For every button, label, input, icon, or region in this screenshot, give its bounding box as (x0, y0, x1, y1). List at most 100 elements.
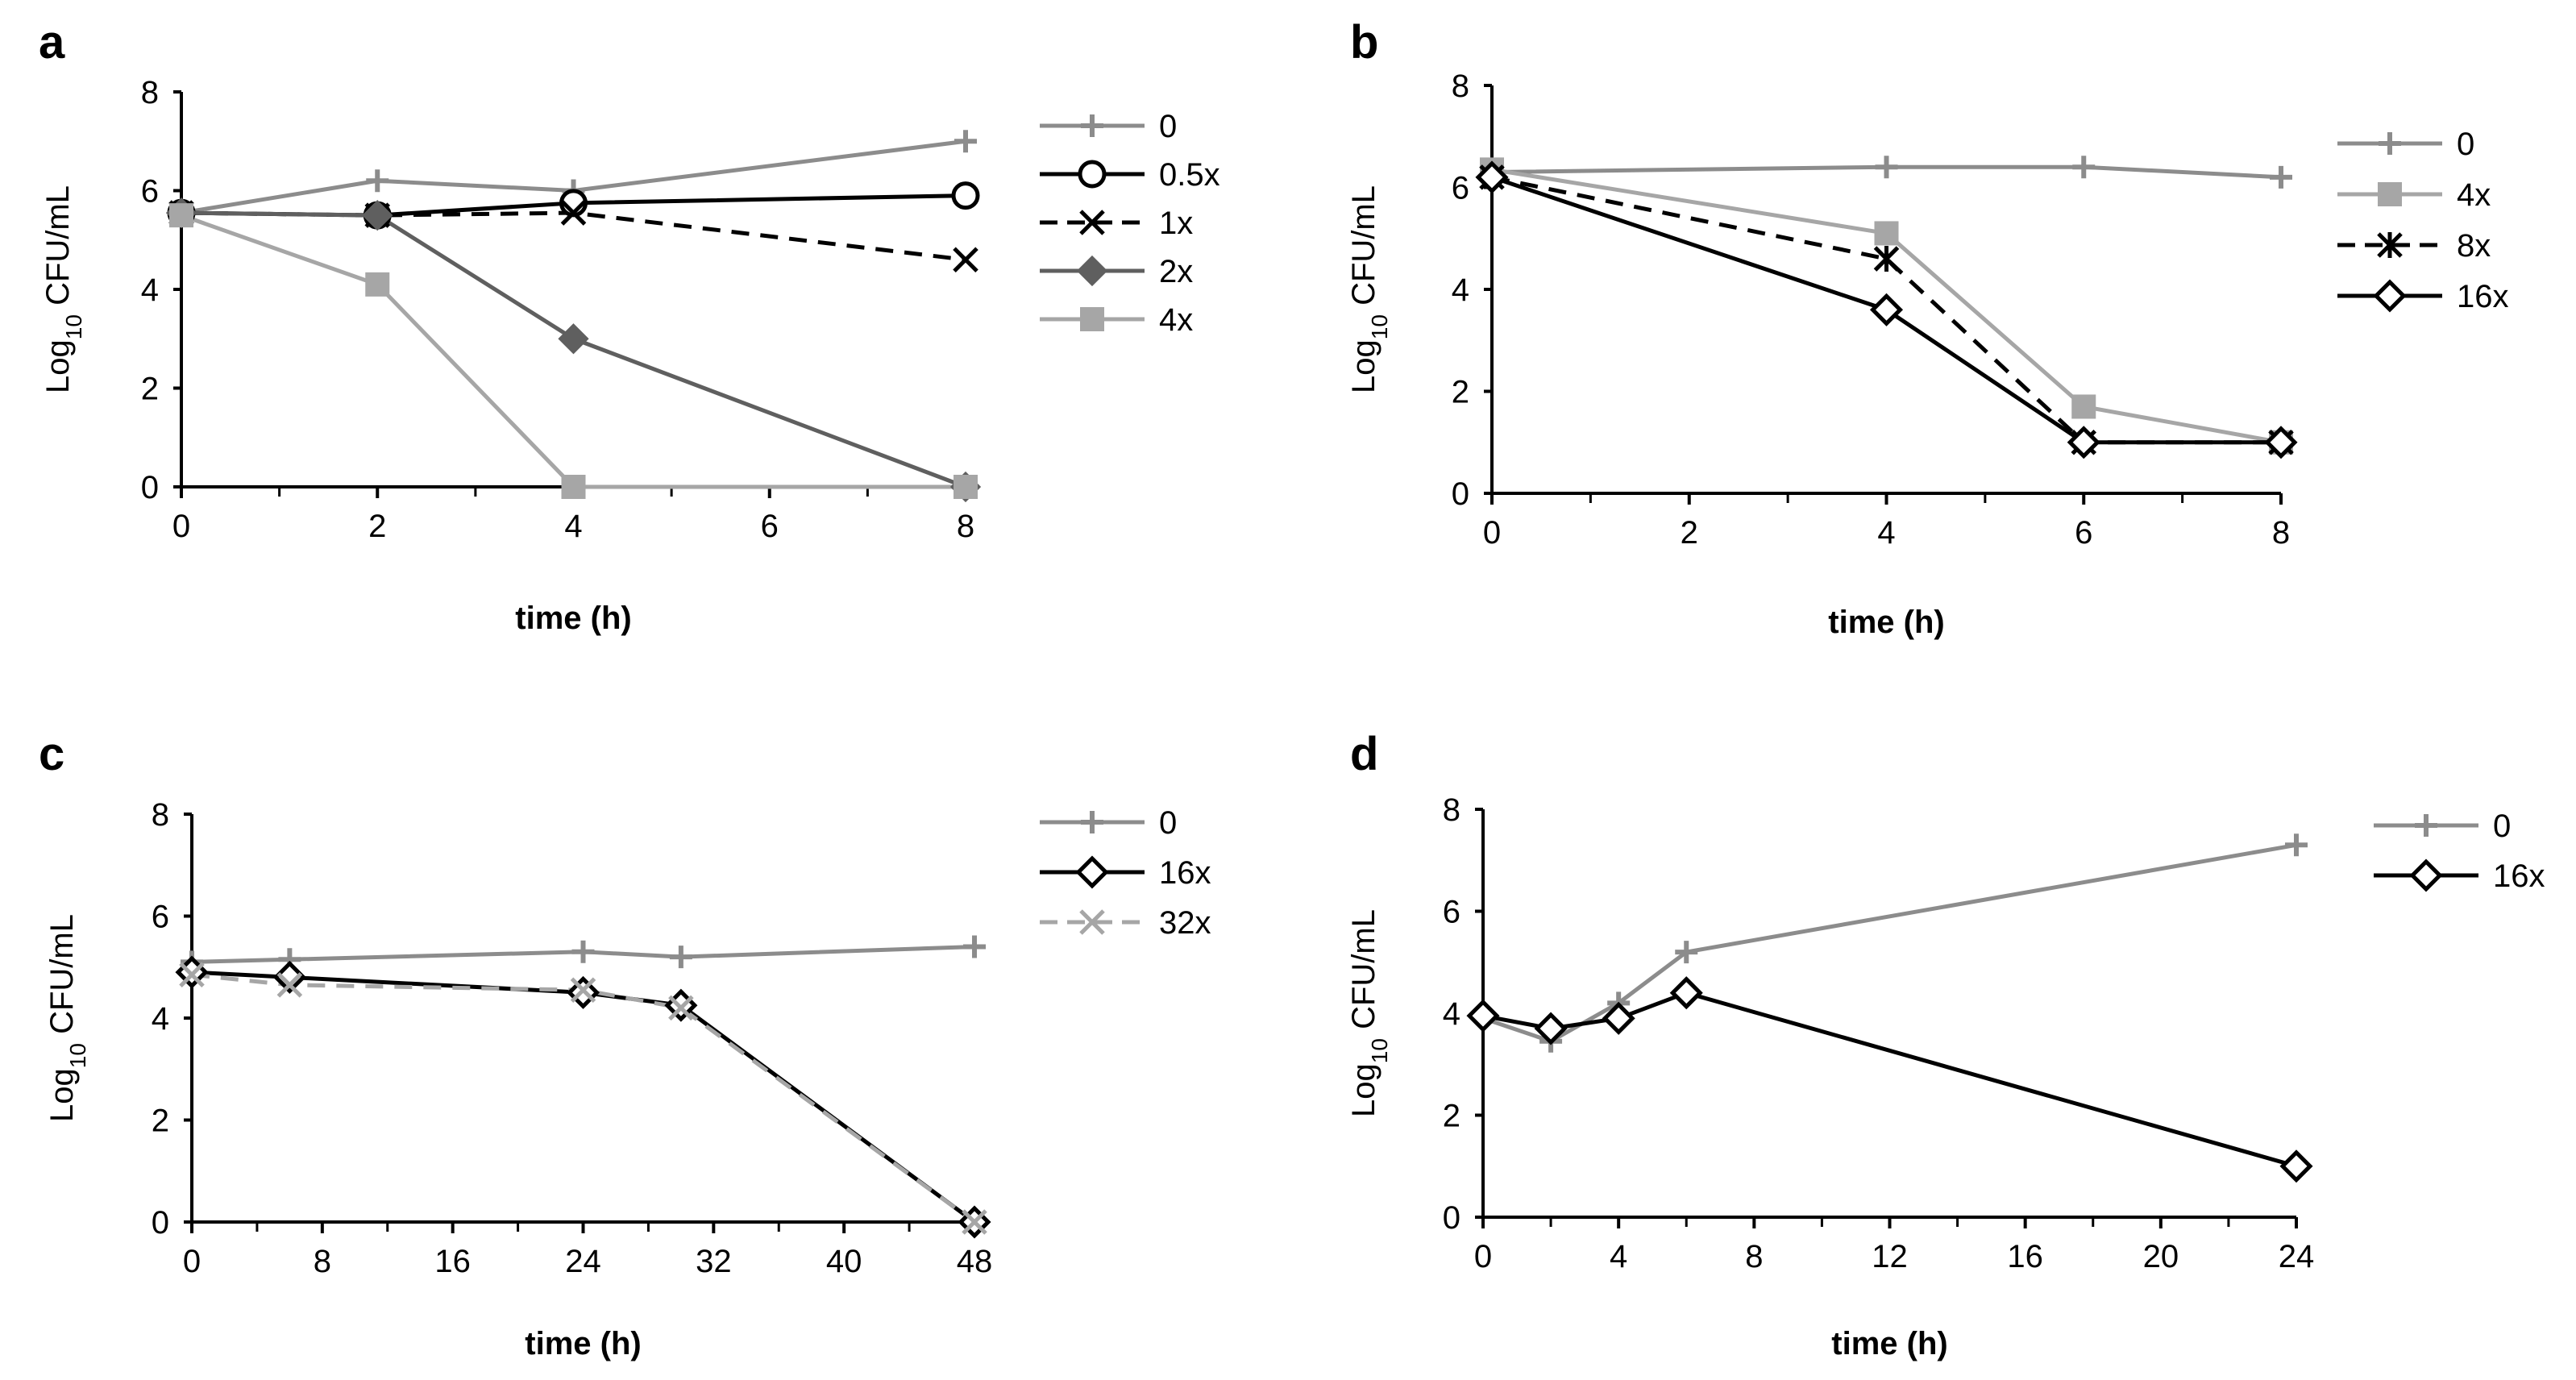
y-tick-label: 8 (141, 75, 159, 110)
legend-marker-0 (1081, 811, 1103, 833)
x-tick-label: 4 (1610, 1239, 1627, 1274)
panel-letter: a (39, 16, 65, 69)
data-point-16x (1869, 293, 1904, 326)
legend-marker-0 (1081, 114, 1103, 137)
legend-marker-0 (2415, 814, 2437, 837)
series-line-1x (181, 210, 966, 262)
data-point-8x (1873, 246, 1900, 272)
legend-marker-16x (2409, 858, 2443, 892)
y-tick-label: 0 (152, 1205, 169, 1241)
x-tick-label: 0 (1474, 1239, 1492, 1274)
data-point-4x (2071, 394, 2096, 419)
legend-marker-8x (2377, 232, 2403, 258)
x-tick-label: 8 (314, 1244, 331, 1279)
chart-panel-a: a 0 2 4 6 8 0 2 4 6 8 time (h) Log10 CFU/mL 0 0.5x 1x 2x… (39, 16, 1220, 636)
y-tick-label: 4 (141, 272, 159, 308)
x-axis-title: time (h) (1828, 605, 1944, 640)
legend-label: 8x (2457, 228, 2491, 264)
x-tick-label: 32 (696, 1244, 732, 1279)
y-tick-label: 8 (1452, 69, 1469, 104)
data-point-0 (1675, 941, 1698, 964)
x-tick-label: 4 (564, 509, 582, 544)
data-point-32x (668, 995, 694, 1021)
y-tick-label: 6 (1443, 895, 1460, 930)
data-point-0 (954, 130, 977, 153)
data-point-16x (1669, 976, 1703, 1010)
x-tick-label: 8 (1745, 1239, 1763, 1274)
x-axis-title: time (h) (1831, 1326, 1947, 1361)
data-point-16x (1534, 1012, 1568, 1045)
legend-label: 16x (2493, 858, 2545, 894)
x-axis-title: time (h) (525, 1326, 641, 1361)
data-point-0 (571, 940, 595, 963)
legend-marker-32x (1079, 909, 1105, 935)
x-tick-label: 0 (183, 1244, 201, 1279)
x-tick-label: 24 (565, 1244, 601, 1279)
data-point-32x (179, 962, 205, 988)
data-point-16x (2067, 426, 2100, 459)
panel-letter: b (1350, 16, 1378, 69)
x-tick-label: 6 (761, 509, 779, 544)
data-point-32x (570, 977, 596, 1003)
data-point-0 (366, 169, 389, 193)
y-axis-title: Log10 CFU/mL (44, 914, 90, 1122)
legend-label: 4x (2457, 177, 2491, 213)
x-tick-label: 48 (957, 1244, 993, 1279)
data-point-16x (1466, 999, 1500, 1033)
y-axis-title: Log10 CFU/mL (40, 185, 86, 393)
legend-label: 4x (1159, 302, 1193, 338)
x-tick-label: 24 (2279, 1239, 2315, 1274)
x-tick-label: 0 (172, 509, 190, 544)
y-axis-title: Log10 CFU/mL (1346, 909, 1392, 1117)
data-point-0 (2072, 156, 2096, 179)
x-tick-label: 2 (368, 509, 386, 544)
legend-label: 0 (1159, 109, 1177, 144)
x-tick-label: 20 (2143, 1239, 2179, 1274)
y-tick-label: 6 (141, 174, 159, 210)
series-line-2x (181, 210, 966, 489)
x-tick-label: 12 (1872, 1239, 1908, 1274)
y-tick-label: 8 (1443, 792, 1460, 828)
data-point-1x (953, 247, 978, 273)
y-tick-label: 0 (1452, 476, 1469, 512)
data-point-0 (963, 935, 986, 958)
data-point-4x (169, 203, 193, 228)
data-point-32x (276, 972, 303, 998)
legend-marker-2x (1076, 255, 1108, 287)
data-point-16x (2264, 426, 2298, 459)
legend-marker-0.5x (1078, 160, 1107, 189)
y-tick-label: 6 (152, 900, 169, 935)
y-tick-label: 0 (141, 470, 159, 505)
data-point-2x (558, 323, 589, 355)
data-point-16x (1602, 1001, 1635, 1035)
data-point-0 (1875, 156, 1898, 179)
legend-label: 0 (2493, 808, 2511, 844)
x-tick-label: 8 (2272, 515, 2290, 551)
x-tick-label: 0 (1483, 515, 1501, 551)
y-tick-label: 2 (141, 372, 159, 407)
legend-label: 16x (2457, 279, 2509, 314)
legend-label: 1x (1159, 206, 1193, 241)
legend-marker-0 (2379, 132, 2401, 155)
data-point-4x (561, 475, 586, 499)
legend-label: 0 (2457, 127, 2474, 162)
series-line-0 (1482, 842, 2297, 1044)
legend-label: 32x (1159, 905, 1211, 941)
legend-marker-4x (2378, 182, 2402, 206)
panel-letter: d (1350, 728, 1378, 780)
x-tick-label: 4 (1877, 515, 1895, 551)
legend-marker-4x (1080, 307, 1104, 331)
x-tick-label: 16 (434, 1244, 471, 1279)
data-point-16x (2279, 1149, 2313, 1183)
series-line-4x (181, 213, 966, 489)
series-line-4x (1491, 167, 2282, 445)
legend-label: 16x (1159, 855, 1211, 891)
x-tick-label: 6 (2075, 515, 2092, 551)
data-point-0.5x (951, 181, 980, 210)
y-tick-label: 4 (1452, 272, 1469, 308)
y-axis-title: Log10 CFU/mL (1346, 185, 1392, 393)
data-point-4x (954, 475, 978, 499)
